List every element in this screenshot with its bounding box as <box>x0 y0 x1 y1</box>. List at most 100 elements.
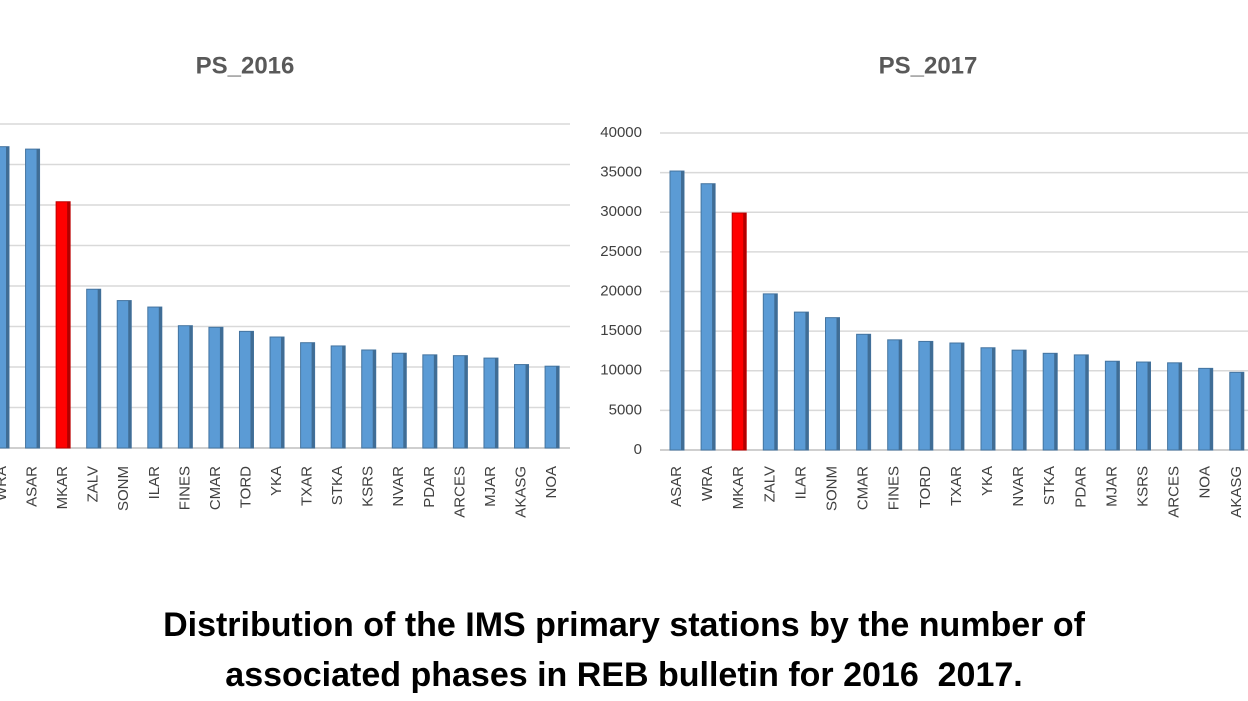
bar-group <box>422 354 438 449</box>
bar-group <box>887 339 903 451</box>
bar-side <box>774 293 778 450</box>
bar-side <box>743 213 747 450</box>
bar-side <box>1116 361 1120 450</box>
bar-group <box>177 325 193 449</box>
x-tick-label: SONM <box>823 466 840 511</box>
x-tick-label: MKAR <box>730 466 747 510</box>
bar-group <box>0 146 10 449</box>
bar-side <box>311 342 315 448</box>
bar-side <box>805 312 809 450</box>
x-tick-label: WRA <box>0 466 10 501</box>
bar-group <box>391 352 407 449</box>
bar-group <box>1104 360 1120 451</box>
y-tick-label: 5000 <box>609 401 642 418</box>
bar-group <box>856 333 872 451</box>
bar-group <box>55 201 71 449</box>
bar-side <box>712 183 716 450</box>
bar-group <box>793 311 809 451</box>
bar-side <box>929 341 933 450</box>
x-tick-label: WRA <box>699 466 716 501</box>
caption-line: Distribution of the IMS primary stations… <box>163 606 1086 644</box>
bar-group <box>300 342 316 449</box>
bar-group <box>1198 367 1214 451</box>
bar-side <box>281 337 285 448</box>
bar-side <box>960 343 964 450</box>
bar-group <box>361 349 377 449</box>
bar-group <box>208 326 224 449</box>
x-tick-label: KSRS <box>360 466 377 507</box>
x-tick-label: ZALV <box>85 466 102 502</box>
bar-group <box>1011 349 1027 451</box>
y-tick-label: 15000 <box>600 322 642 339</box>
bar-side <box>1023 350 1027 450</box>
x-tick-label: KSRS <box>1134 466 1151 507</box>
x-tick-label: ARCES <box>1166 466 1183 518</box>
chart: PS_2016 WRA ASAR MKAR ZALV SONM ILAR FINES CMAR T… <box>0 52 570 518</box>
bar-group <box>825 317 840 451</box>
x-tick-label: MKAR <box>54 466 71 510</box>
bar-group <box>86 288 102 449</box>
bar-side <box>556 366 560 448</box>
bar-group <box>762 293 778 451</box>
bar-side <box>6 146 9 448</box>
x-tick-label: ILAR <box>792 466 809 500</box>
bar-side <box>1147 362 1151 450</box>
x-tick-label: STKA <box>1041 466 1058 505</box>
x-tick-label: FINES <box>886 466 903 510</box>
y-tick-label: 40000 <box>600 124 642 141</box>
x-tick-label: MJAR <box>1103 466 1120 507</box>
bar-group <box>238 330 254 449</box>
bar-side <box>158 307 162 448</box>
y-tick-label: 0 <box>634 441 642 458</box>
x-tick-label: CMAR <box>207 466 224 510</box>
x-tick-label: TXAR <box>299 466 316 506</box>
bar-group <box>452 355 468 449</box>
bar-side <box>250 331 254 448</box>
x-tick-label: STKA <box>329 466 346 505</box>
bar-side <box>403 353 407 448</box>
bar-group <box>1167 362 1183 451</box>
bar-group <box>116 300 132 449</box>
y-tick-label: 35000 <box>600 164 642 181</box>
bar-group <box>918 340 934 451</box>
bar-side <box>67 201 71 448</box>
x-tick-label: AKASG <box>512 466 529 518</box>
x-tick-label: MJAR <box>482 466 499 507</box>
bar-side <box>1054 353 1058 450</box>
bar-group <box>980 347 996 451</box>
bar-group <box>1136 361 1151 451</box>
bar-group <box>483 357 499 449</box>
x-tick-label: NOA <box>1197 466 1214 499</box>
bar-side <box>898 339 902 450</box>
x-tick-label: NVAR <box>1010 466 1027 507</box>
bar-group <box>544 365 560 449</box>
bar-group <box>25 148 41 449</box>
chart-title: PS_2016 <box>196 52 295 79</box>
y-tick-label: 10000 <box>600 362 642 379</box>
bar-group <box>1229 371 1245 451</box>
bar-side <box>128 300 132 448</box>
bar-group <box>1042 352 1058 451</box>
x-tick-label: ASAR <box>24 466 41 507</box>
bar-side <box>342 345 346 448</box>
y-tick-label: 30000 <box>600 203 642 220</box>
bar-side <box>494 358 498 448</box>
bar-group <box>269 336 285 449</box>
bar-side <box>867 334 871 450</box>
caption-line: associated phases in REB bulletin for 20… <box>225 656 1022 694</box>
bar-group <box>514 364 530 449</box>
y-tick-label: 25000 <box>600 243 642 260</box>
bar-side <box>464 355 468 448</box>
x-tick-label: TXAR <box>948 466 965 506</box>
bar-side <box>1240 372 1244 450</box>
bar-side <box>1085 354 1089 450</box>
x-tick-label: ILAR <box>146 466 163 500</box>
x-tick-label: NVAR <box>390 466 407 507</box>
x-tick-label: PDAR <box>421 466 438 508</box>
x-tick-label: PDAR <box>1072 466 1089 508</box>
x-tick-label: ZALV <box>761 466 778 502</box>
bar-side <box>1178 362 1182 450</box>
x-tick-label: TORD <box>237 466 254 508</box>
bar-side <box>219 327 223 448</box>
